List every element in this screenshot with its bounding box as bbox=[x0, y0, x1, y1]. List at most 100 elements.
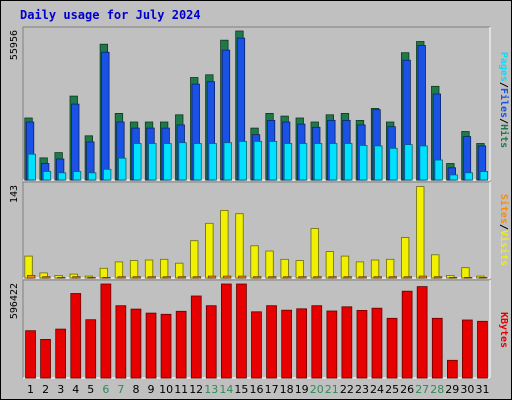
bar-pages bbox=[268, 140, 278, 181]
series-legend: Sites/Visits bbox=[498, 194, 510, 266]
bar-kbytes bbox=[130, 308, 142, 379]
bar-files bbox=[101, 51, 110, 181]
bar-pages bbox=[72, 171, 82, 181]
legend-part: Hits bbox=[498, 124, 510, 148]
bar-sites bbox=[147, 276, 156, 279]
bar-pages bbox=[389, 147, 398, 181]
x-axis-labels: 1 2 3 4 5 6 7 8 9 10 11 12 13 14 15 16 17 18 19 20 21 22 23 24 2… bbox=[27, 383, 490, 396]
bar-sites bbox=[358, 276, 367, 279]
bar-sites bbox=[403, 276, 413, 279]
bar-kbytes bbox=[220, 283, 232, 379]
x-tick-label: 5 bbox=[87, 383, 94, 396]
x-tick-label: 4 bbox=[72, 383, 79, 396]
bar-kbytes bbox=[236, 283, 247, 379]
bar-sites bbox=[328, 276, 337, 279]
legend-part: / bbox=[498, 224, 509, 230]
panel-3: 596422 KBytes bbox=[9, 279, 509, 379]
bar-kbytes bbox=[25, 330, 36, 379]
bar-kbytes bbox=[416, 286, 428, 379]
y-max-label: 596422 bbox=[9, 283, 20, 319]
x-tick-label: 7 bbox=[117, 383, 124, 396]
bar-kbytes bbox=[55, 328, 67, 379]
x-tick-label: 14 bbox=[219, 383, 233, 396]
bar-pages bbox=[27, 153, 37, 181]
bar-kbytes bbox=[326, 310, 338, 379]
bar-sites bbox=[57, 276, 66, 279]
x-tick-label: 27 bbox=[415, 383, 429, 396]
x-tick-label: 21 bbox=[325, 383, 339, 396]
bar-pages bbox=[328, 143, 338, 181]
bar-pages bbox=[118, 157, 127, 181]
bar-pages bbox=[42, 171, 52, 181]
bar-files bbox=[71, 103, 80, 181]
bar-kbytes bbox=[145, 312, 157, 379]
x-tick-label: 30 bbox=[460, 383, 474, 396]
bar-pages bbox=[464, 172, 473, 181]
bar-kbytes bbox=[85, 319, 97, 379]
bar-pages bbox=[313, 143, 323, 181]
x-tick-label: 18 bbox=[280, 383, 294, 396]
bar-sites bbox=[448, 276, 458, 279]
bar-pages bbox=[253, 140, 263, 181]
bar-sites bbox=[177, 276, 187, 279]
bar-visits bbox=[205, 222, 214, 279]
bar-kbytes bbox=[266, 305, 277, 379]
bar-sites bbox=[418, 275, 428, 279]
bar-kbytes bbox=[341, 306, 353, 379]
x-tick-label: 29 bbox=[445, 383, 459, 396]
bar-pages bbox=[103, 168, 112, 181]
bar-visits bbox=[144, 259, 154, 279]
bar-visits bbox=[280, 258, 289, 279]
bar-pages bbox=[238, 140, 247, 181]
bar-kbytes bbox=[477, 320, 488, 379]
x-tick-label: 20 bbox=[310, 383, 324, 396]
legend-part: / bbox=[498, 82, 509, 88]
y-max-label: 55956 bbox=[9, 30, 20, 60]
bar-kbytes bbox=[190, 295, 202, 379]
legend-part: Sites bbox=[498, 194, 510, 224]
bar-visits bbox=[114, 261, 124, 279]
bar-pages bbox=[163, 143, 172, 181]
legend-part: KBytes bbox=[498, 312, 509, 348]
bar-visits bbox=[340, 255, 350, 279]
x-tick-label: 3 bbox=[57, 383, 64, 396]
bar-visits bbox=[265, 250, 274, 279]
bar-sites bbox=[313, 276, 322, 279]
series-legend: KBytes bbox=[498, 312, 509, 348]
bar-visits bbox=[325, 251, 335, 279]
legend-part: Visits bbox=[498, 230, 510, 266]
legend-part: Files bbox=[498, 88, 510, 118]
bar-kbytes bbox=[401, 290, 413, 379]
bar-sites bbox=[298, 276, 307, 279]
x-tick-label: 26 bbox=[400, 383, 414, 396]
bar-sites bbox=[343, 276, 352, 279]
x-tick-label: 28 bbox=[430, 383, 444, 396]
x-tick-label: 25 bbox=[385, 383, 399, 396]
bar-sites bbox=[479, 276, 488, 279]
bar-sites bbox=[207, 275, 217, 279]
bar-sites bbox=[132, 276, 141, 279]
bar-sites bbox=[102, 276, 111, 279]
bar-kbytes bbox=[281, 309, 293, 379]
x-tick-label: 31 bbox=[476, 383, 490, 396]
bar-visits bbox=[385, 258, 395, 279]
bar-visits bbox=[431, 254, 440, 279]
bar-visits bbox=[310, 228, 319, 279]
bar-visits bbox=[99, 267, 108, 279]
bar-visits bbox=[400, 237, 410, 279]
bar-kbytes bbox=[431, 317, 443, 379]
bar-visits bbox=[461, 267, 470, 279]
bar-sites bbox=[283, 276, 292, 279]
chart-title: Daily usage for July 2024 bbox=[20, 8, 201, 22]
bar-sites bbox=[27, 274, 36, 279]
bar-pages bbox=[404, 144, 413, 181]
bar-visits bbox=[220, 209, 229, 279]
bar-pages bbox=[434, 159, 443, 181]
bar-pages bbox=[57, 172, 67, 181]
x-tick-label: 24 bbox=[370, 383, 384, 396]
bar-sites bbox=[117, 276, 126, 279]
bar-visits bbox=[355, 261, 365, 279]
